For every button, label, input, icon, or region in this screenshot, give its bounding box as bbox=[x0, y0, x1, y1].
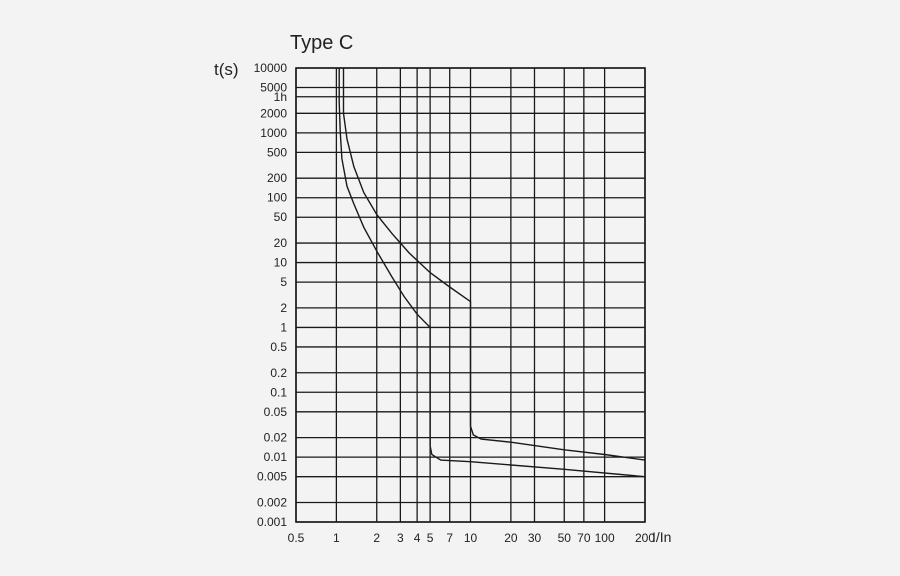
x-tick-label: 7 bbox=[446, 531, 453, 545]
x-tick-label: 20 bbox=[504, 531, 518, 545]
y-tick-label: 10 bbox=[274, 256, 288, 270]
y-tick-label: 5000 bbox=[260, 81, 287, 95]
y-tick-label: 200 bbox=[267, 171, 287, 185]
x-tick-label: 100 bbox=[595, 531, 615, 545]
y-tick-label: 0.005 bbox=[257, 470, 287, 484]
y-tick-label: 0.002 bbox=[257, 495, 287, 509]
vertical-gridlines bbox=[295, 68, 646, 522]
y-tick-label: 1000 bbox=[260, 126, 287, 140]
x-tick-label: 50 bbox=[558, 531, 572, 545]
x-tick-label: 3 bbox=[397, 531, 404, 545]
y-tick-label: 0.001 bbox=[257, 515, 287, 529]
y-tick-label: 50 bbox=[274, 210, 288, 224]
y-tick-label: 2000 bbox=[260, 106, 287, 120]
y-tick-label: 20 bbox=[274, 236, 288, 250]
y-tick-label: 0.1 bbox=[270, 385, 287, 399]
y-tick-label: 0.02 bbox=[264, 431, 288, 445]
y-tick-label: 1 bbox=[280, 320, 287, 334]
y-tick-labels: 0.001 0.002 0.005 0.01 0.02 0.05 0.1 0.2 0.5 1 2 5 1… bbox=[254, 61, 288, 529]
y-tick-label: 500 bbox=[267, 145, 287, 159]
x-tick-label: 0.5 bbox=[288, 531, 305, 545]
x-axis-label: I/In bbox=[652, 529, 671, 545]
y-tick-label: 5 bbox=[280, 275, 287, 289]
x-tick-label: 200 bbox=[635, 531, 655, 545]
y-tick-label: 0.5 bbox=[270, 340, 287, 354]
x-tick-label: 10 bbox=[464, 531, 478, 545]
y-tick-label: 10000 bbox=[254, 61, 288, 75]
x-tick-label: 4 bbox=[414, 531, 421, 545]
y-tick-label: 0.01 bbox=[264, 450, 288, 464]
chart-title: Type C bbox=[290, 32, 353, 54]
x-tick-label: 2 bbox=[373, 531, 380, 545]
y-tick-label: 100 bbox=[267, 191, 287, 205]
x-tick-label: 30 bbox=[528, 531, 542, 545]
x-tick-label: 5 bbox=[427, 531, 434, 545]
lower-limit-curve bbox=[338, 68, 646, 478]
upper-limit-curve bbox=[342, 68, 646, 461]
y-axis-label: t(s) bbox=[214, 60, 239, 79]
x-tick-label: 1 bbox=[333, 531, 340, 545]
x-tick-labels: 0.5 1 2 3 4 5 7 10 20 30 50 70 100 200 bbox=[288, 531, 656, 545]
y-tick-label: 2 bbox=[280, 301, 287, 315]
y-tick-label: 0.05 bbox=[264, 405, 288, 419]
plot-frame bbox=[295, 67, 646, 523]
x-tick-label: 70 bbox=[577, 531, 591, 545]
tripping-curves bbox=[338, 68, 646, 478]
y-tick-label: 1h bbox=[274, 90, 287, 104]
y-tick-label: 0.2 bbox=[270, 366, 287, 380]
